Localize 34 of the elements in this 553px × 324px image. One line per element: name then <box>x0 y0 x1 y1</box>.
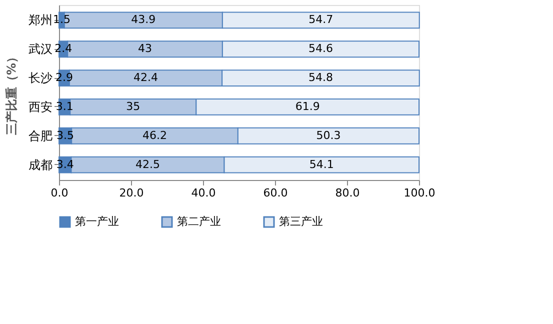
y-tick-label: 合肥 <box>28 128 52 143</box>
x-tick-label: 80.0 <box>335 186 360 200</box>
data-label: 42.4 <box>134 71 158 84</box>
data-label: 54.7 <box>308 13 334 26</box>
data-label: 2.9 <box>55 71 73 84</box>
x-tick-label: 20.0 <box>119 186 144 200</box>
data-label: 3.4 <box>56 158 74 171</box>
data-label: 61.9 <box>295 100 320 113</box>
legend-label: 第一产业 <box>75 215 119 228</box>
x-tick-label: 100.0 <box>404 186 436 200</box>
data-label: 54.8 <box>308 71 333 84</box>
data-label: 3.1 <box>56 100 74 113</box>
data-label: 54.6 <box>308 42 333 56</box>
y-tick-label: 成都 <box>28 158 52 172</box>
y-tick-label: 长沙 <box>28 71 52 86</box>
x-tick-label: 40.0 <box>191 186 216 200</box>
y-tick-label: 郑州 <box>28 13 52 28</box>
data-label: 42.5 <box>135 158 160 171</box>
data-label: 43 <box>138 42 152 56</box>
data-label: 50.3 <box>316 128 341 142</box>
data-label: 46.2 <box>142 128 168 142</box>
legend-label: 第三产业 <box>279 215 323 228</box>
x-tick-label: 0.0 <box>50 186 68 200</box>
y-tick-label: 西安 <box>28 100 52 114</box>
data-label: 3.5 <box>56 128 74 142</box>
y-axis-title: 三产比重（%） <box>4 50 18 136</box>
data-label: 35 <box>126 100 140 113</box>
data-label: 54.1 <box>309 158 334 171</box>
x-tick-label: 60.0 <box>263 186 288 200</box>
data-label: 1.5 <box>52 13 70 26</box>
data-label: 43.9 <box>131 13 156 26</box>
legend-label: 第二产业 <box>177 215 221 228</box>
y-tick-label: 武汉 <box>28 42 52 56</box>
data-label: 2.4 <box>54 42 72 56</box>
